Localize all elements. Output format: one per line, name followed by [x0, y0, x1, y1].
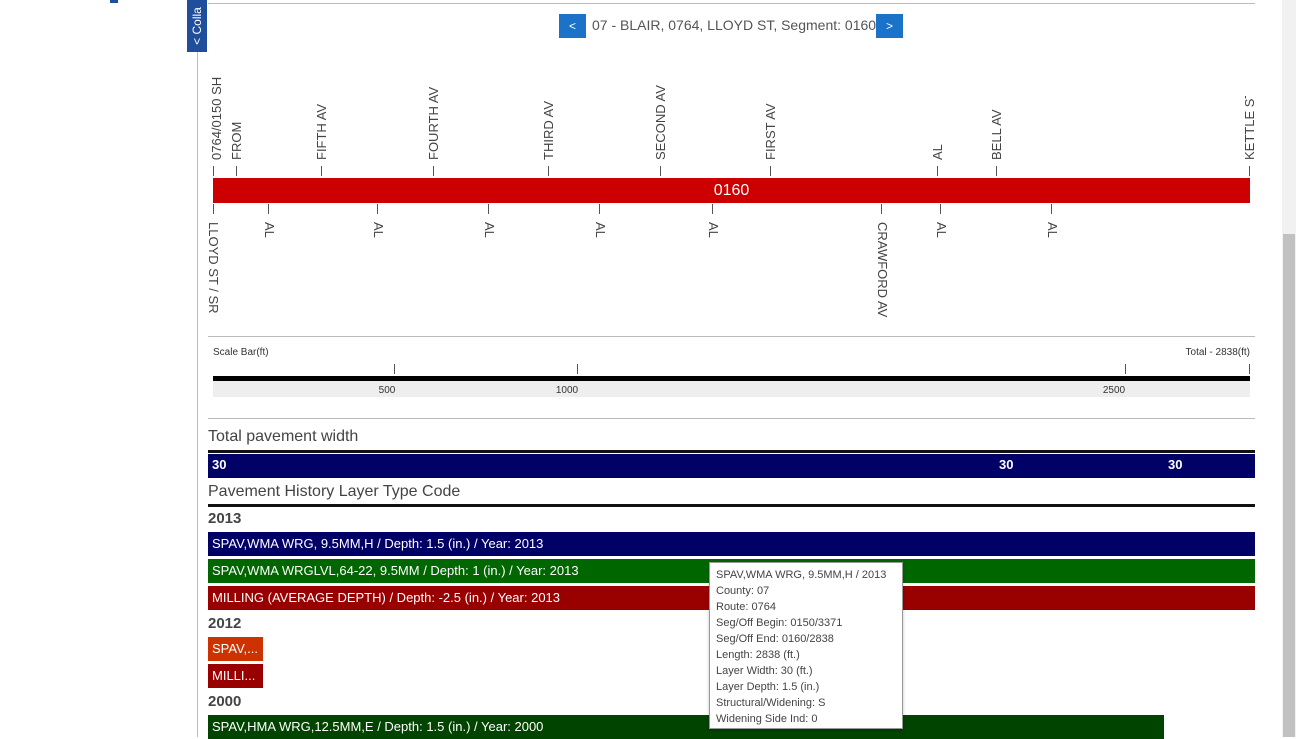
scale-band — [213, 381, 1250, 397]
top-label: FOURTH AV — [426, 86, 441, 160]
segment-bar[interactable]: 0160 — [213, 178, 1250, 203]
section-rule — [208, 450, 1255, 453]
year-heading: 2000 — [208, 693, 242, 710]
tooltip-line: Structural/Widening: S — [716, 697, 826, 709]
divider — [208, 418, 1255, 419]
year-heading: 2012 — [208, 615, 242, 632]
bottom-label: AL — [934, 222, 949, 238]
bottom-label: AL — [371, 222, 386, 238]
pavement-history-title: Pavement History Layer Type Code — [208, 483, 461, 500]
top-tick — [996, 166, 997, 176]
collapse-label: < Colla — [190, 7, 204, 45]
top-tick — [236, 166, 237, 176]
bottom-tick — [268, 204, 269, 214]
bottom-label: AL — [482, 222, 497, 238]
tooltip-line: Layer Width: 30 (ft.) — [716, 665, 813, 677]
scale-line — [213, 376, 1250, 381]
bottom-label: AL — [593, 222, 608, 238]
bottom-tick — [377, 204, 378, 214]
bottom-label: AL — [262, 222, 277, 238]
previous-segment-button[interactable]: < — [559, 14, 586, 38]
tooltip-line: Route: 0764 — [716, 601, 776, 613]
segment-label: 0160 — [713, 181, 750, 199]
tooltip-line: Widening Side Ind: 0 — [716, 713, 818, 725]
top-tick — [1249, 166, 1250, 176]
scale-tick-label: 500 — [378, 385, 396, 396]
left-panel-edge — [110, 0, 118, 3]
scale-total: Total - 2838(ft) — [1185, 347, 1250, 358]
top-tick — [213, 166, 214, 176]
section-rule — [208, 504, 1255, 507]
layer-bar[interactable]: MILLI... — [208, 664, 263, 688]
top-tick — [548, 166, 549, 176]
top-label: FIFTH AV — [314, 103, 329, 160]
scale-tick-label: 2500 — [1102, 385, 1126, 396]
bottom-label: LLOYD ST / SR — [206, 222, 221, 314]
segment-title: 07 - BLAIR, 0764, LLOYD ST, Segment: 016… — [592, 17, 877, 33]
top-tick — [937, 166, 938, 176]
collapse-panel-button[interactable]: < Colla — [187, 0, 207, 52]
top-tick — [321, 166, 322, 176]
pavement-width-title: Total pavement width — [208, 428, 359, 445]
pavement-width-bar[interactable] — [208, 454, 1255, 478]
panel-divider — [197, 52, 198, 737]
top-tick — [433, 166, 434, 176]
bottom-tick — [881, 204, 882, 214]
tooltip-line: Seg/Off End: 0160/2838 — [716, 633, 834, 645]
bottom-label: CRAWFORD AV — [875, 222, 890, 318]
top-label: 0764/0150 SH — [209, 76, 224, 160]
top-label: AL — [930, 144, 945, 160]
tooltip-line: SPAV,WMA WRG, 9.5MM,H / 2013 — [716, 569, 887, 581]
top-label: SECOND AV — [653, 85, 668, 160]
tooltip-line: Length: 2838 (ft.) — [716, 649, 800, 661]
top-label: FIRST AV — [763, 103, 778, 160]
bottom-label: AL — [706, 222, 721, 238]
pavement-width-value: 30 — [999, 457, 1014, 472]
bottom-tick — [1051, 204, 1052, 214]
layer-bar[interactable]: SPAV,... — [208, 637, 263, 661]
top-tick — [770, 166, 771, 176]
tooltip-line: Layer Depth: 1.5 (in.) — [716, 681, 820, 693]
tooltip-line: Seg/Off Begin: 0150/3371 — [716, 617, 843, 629]
layer-bar[interactable]: SPAV,WMA WRG, 9.5MM,H / Depth: 1.5 (in.)… — [208, 532, 1255, 556]
pavement-width-value: 30 — [1168, 457, 1183, 472]
layer-tooltip: SPAV,WMA WRG, 9.5MM,H / 2013 County: 07 … — [709, 562, 903, 729]
scale-tick — [394, 364, 395, 374]
bottom-label: AL — [1045, 222, 1060, 238]
bottom-tick — [599, 204, 600, 214]
bottom-tick — [712, 204, 713, 214]
scrollbar-thumb[interactable] — [1283, 234, 1295, 737]
top-divider — [208, 3, 1255, 4]
pavement-width-value: 30 — [212, 457, 227, 472]
top-label: BELL AV — [989, 109, 1004, 160]
scale-tick — [577, 364, 578, 374]
scale-tick-label: 1000 — [555, 385, 579, 396]
top-label: KETTLE ST — [1242, 96, 1257, 160]
divider — [208, 336, 1255, 337]
year-heading: 2013 — [208, 510, 242, 527]
tooltip-line: County: 07 — [716, 585, 770, 597]
top-label: THIRD AV — [541, 101, 556, 160]
scale-tick — [1125, 364, 1126, 374]
scale-title: Scale Bar(ft) — [213, 347, 269, 358]
scale-tick — [1249, 364, 1250, 374]
bottom-tick — [940, 204, 941, 214]
layer-bar[interactable]: SPAV,HMA WRG,12.5MM,E / Depth: 1.5 (in.)… — [208, 715, 1164, 739]
bottom-tick — [488, 204, 489, 214]
top-tick — [660, 166, 661, 176]
next-segment-button[interactable]: > — [876, 14, 903, 38]
bottom-tick — [213, 204, 214, 214]
top-label: FROM — [229, 121, 244, 160]
